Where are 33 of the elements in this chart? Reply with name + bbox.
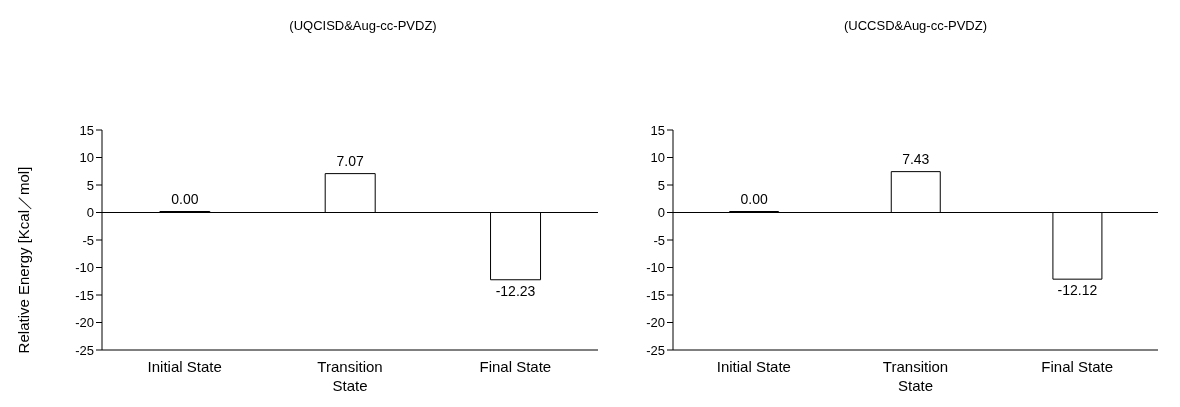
chart-title: (UCCSD&Aug-cc-PVDZ) (843, 18, 988, 33)
y-axis-title: Relative Energy [Kcal／mol] (15, 166, 33, 354)
data-label: -12.12 (1057, 282, 1098, 299)
y-tick-label: 15 (650, 122, 665, 138)
y-tick-label: -5 (653, 232, 665, 248)
y-tick-label: -10 (75, 260, 94, 276)
x-tick-label: Final State (479, 358, 552, 375)
y-tick-label: -20 (646, 315, 665, 331)
y-tick-label: 15 (79, 122, 94, 138)
data-label: -12.23 (495, 282, 536, 299)
y-tick-label: 0 (86, 205, 94, 221)
y-tick-label: -15 (75, 287, 94, 303)
y-tick-label: -15 (646, 287, 665, 303)
data-label: 0.00 (171, 190, 199, 207)
x-tick-label: Initial State (147, 358, 222, 375)
data-label: 7.07 (336, 152, 365, 169)
y-tick-label: -25 (646, 342, 665, 358)
y-tick-label: 10 (650, 150, 665, 166)
x-tick-label: Initial State (716, 358, 791, 375)
y-tick-label: 0 (657, 205, 665, 221)
y-tick-label: -10 (646, 260, 665, 276)
data-label: 0.00 (740, 190, 768, 207)
y-tick-label: 5 (657, 177, 665, 193)
chart-title: (UQCISD&Aug-cc-PVDZ) (288, 18, 438, 33)
y-tick-label: 5 (86, 177, 94, 193)
y-tick-label: -20 (75, 315, 94, 331)
x-tick-label: Transition State (882, 358, 949, 394)
y-tick-label: 10 (79, 150, 94, 166)
y-tick-label: -25 (75, 342, 94, 358)
x-tick-label: Transition State (317, 358, 383, 394)
y-tick-label: -5 (82, 232, 94, 248)
data-label: 7.43 (902, 150, 930, 167)
x-tick-label: Final State (1041, 358, 1114, 375)
